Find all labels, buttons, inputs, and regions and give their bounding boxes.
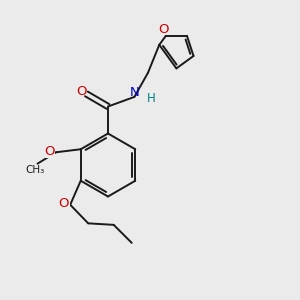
Text: O: O (58, 197, 69, 210)
Text: N: N (130, 86, 140, 100)
Text: O: O (77, 85, 87, 98)
Text: H: H (146, 92, 155, 105)
Text: CH₃: CH₃ (26, 165, 45, 175)
Text: O: O (44, 145, 55, 158)
Text: O: O (158, 23, 169, 36)
